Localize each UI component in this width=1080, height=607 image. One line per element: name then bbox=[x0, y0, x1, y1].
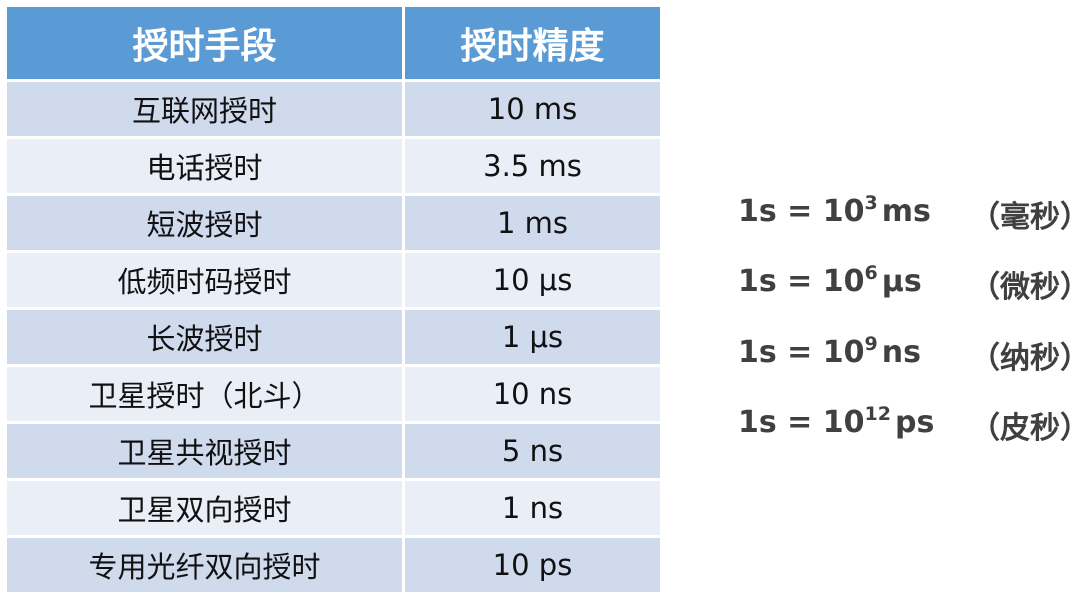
conversion-unit: μs bbox=[881, 264, 922, 299]
accuracy-cell: 10 ps bbox=[405, 538, 660, 592]
accuracy-cell: 10 ns bbox=[405, 367, 660, 421]
conversion-exponent: 9 bbox=[864, 333, 878, 355]
unit-conversion: 1s = 106 μs （微秒） bbox=[738, 262, 1080, 305]
method-cell: 电话授时 bbox=[7, 139, 402, 193]
accuracy-cell: 5 ns bbox=[405, 424, 660, 478]
timing-accuracy-table: 授时手段 授时精度 互联网授时 10 ms 电话授时 3.5 ms 短波授时 1 ms 低频… bbox=[4, 4, 663, 595]
accuracy-cell: 1 μs bbox=[405, 310, 660, 364]
conversion-unit-name: （毫秒） bbox=[970, 200, 1080, 235]
conversion-unit-name: （纳秒） bbox=[970, 341, 1080, 376]
unit-conversion: 1s = 103 ms （毫秒） bbox=[738, 192, 1080, 235]
conversion-unit: ps bbox=[894, 405, 935, 440]
accuracy-cell: 1 ns bbox=[405, 481, 660, 535]
unit-conversion: 1s = 109 ns （纳秒） bbox=[738, 333, 1080, 376]
header-accuracy: 授时精度 bbox=[405, 7, 660, 79]
table-row: 卫星双向授时 1 ns bbox=[7, 481, 660, 535]
table-row: 长波授时 1 μs bbox=[7, 310, 660, 364]
method-cell: 专用光纤双向授时 bbox=[7, 538, 402, 592]
table-row: 短波授时 1 ms bbox=[7, 196, 660, 250]
conversion-lhs: 1s = 10 bbox=[738, 194, 865, 229]
unit-conversion: 1s = 1012 ps （皮秒） bbox=[738, 403, 1080, 446]
conversion-unit-name: （微秒） bbox=[970, 270, 1080, 305]
table-row: 卫星授时（北斗） 10 ns bbox=[7, 367, 660, 421]
conversion-lhs: 1s = 10 bbox=[738, 335, 865, 370]
table-row: 卫星共视授时 5 ns bbox=[7, 424, 660, 478]
method-cell: 低频时码授时 bbox=[7, 253, 402, 307]
method-cell: 卫星授时（北斗） bbox=[7, 367, 402, 421]
accuracy-cell: 10 μs bbox=[405, 253, 660, 307]
conversion-unit: ms bbox=[881, 194, 931, 229]
method-cell: 短波授时 bbox=[7, 196, 402, 250]
conversion-unit-name: （皮秒） bbox=[970, 411, 1080, 446]
table-header-row: 授时手段 授时精度 bbox=[7, 7, 660, 79]
conversion-exponent: 3 bbox=[864, 192, 878, 214]
table-row: 专用光纤双向授时 10 ps bbox=[7, 538, 660, 592]
method-cell: 卫星双向授时 bbox=[7, 481, 402, 535]
conversion-lhs: 1s = 10 bbox=[738, 405, 865, 440]
accuracy-cell: 1 ms bbox=[405, 196, 660, 250]
table-row: 互联网授时 10 ms bbox=[7, 82, 660, 136]
conversion-exponent: 12 bbox=[864, 403, 891, 425]
method-cell: 长波授时 bbox=[7, 310, 402, 364]
table-row: 低频时码授时 10 μs bbox=[7, 253, 660, 307]
conversion-unit: ns bbox=[881, 335, 921, 370]
method-cell: 互联网授时 bbox=[7, 82, 402, 136]
accuracy-cell: 10 ms bbox=[405, 82, 660, 136]
accuracy-cell: 3.5 ms bbox=[405, 139, 660, 193]
conversion-exponent: 6 bbox=[864, 262, 878, 284]
conversion-lhs: 1s = 10 bbox=[738, 264, 865, 299]
method-cell: 卫星共视授时 bbox=[7, 424, 402, 478]
header-method: 授时手段 bbox=[7, 7, 402, 79]
table-row: 电话授时 3.5 ms bbox=[7, 139, 660, 193]
